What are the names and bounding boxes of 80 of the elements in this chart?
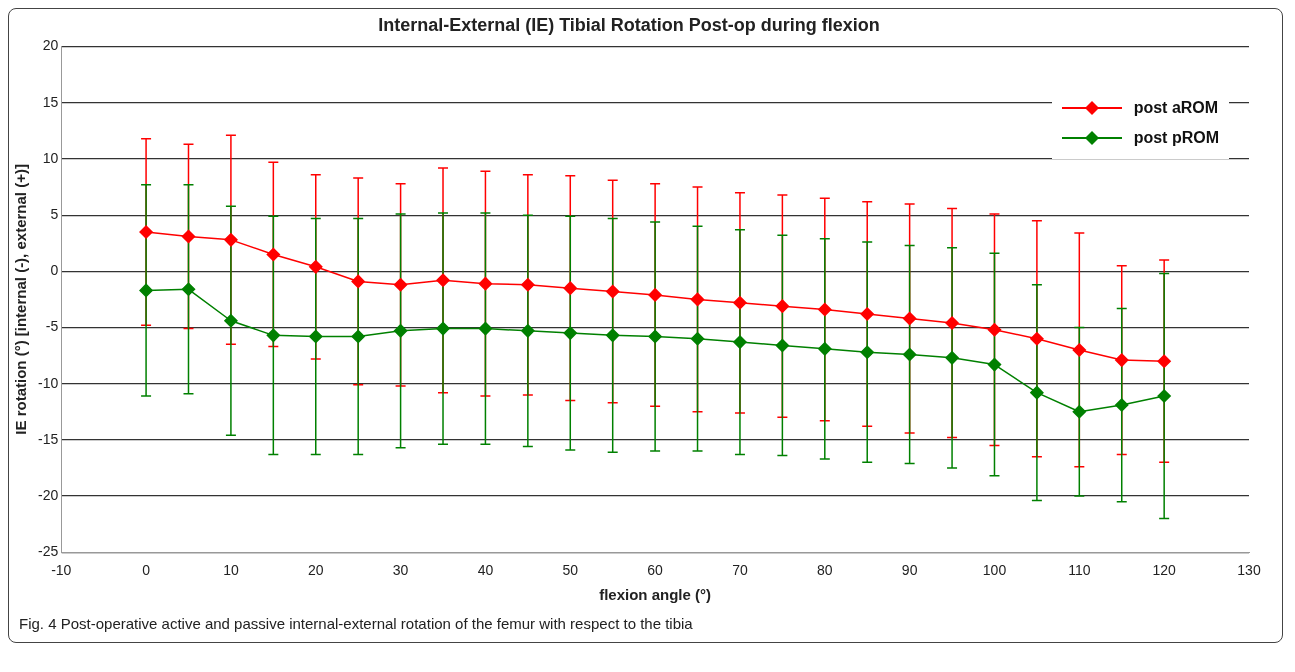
point xyxy=(436,273,450,288)
x-tick-label: 20 xyxy=(307,562,324,579)
point xyxy=(1072,343,1087,357)
x-tick-label: 60 xyxy=(647,562,664,579)
point xyxy=(139,283,153,298)
point xyxy=(860,345,874,359)
x-tick-label: 30 xyxy=(392,562,409,579)
point xyxy=(478,276,493,291)
legend-label: post aROM xyxy=(1133,98,1219,117)
point xyxy=(605,328,620,343)
point xyxy=(521,324,535,338)
point xyxy=(690,331,705,346)
point xyxy=(733,296,747,310)
x-tick-label: 130 xyxy=(1237,562,1261,579)
point xyxy=(987,322,1002,337)
point xyxy=(393,278,408,292)
point xyxy=(987,357,1002,372)
x-tick-label: 50 xyxy=(562,562,579,579)
point xyxy=(1030,331,1044,346)
point xyxy=(266,328,281,343)
point xyxy=(181,282,196,297)
point xyxy=(224,314,238,328)
point xyxy=(1114,398,1129,412)
point xyxy=(945,316,959,330)
point xyxy=(648,329,662,344)
point xyxy=(1114,353,1129,367)
x-tick-label: 0 xyxy=(142,562,151,579)
point xyxy=(818,302,832,317)
point xyxy=(309,260,323,274)
point xyxy=(393,324,408,338)
x-axis-title: flexion angle (°) xyxy=(599,586,712,604)
point xyxy=(945,351,959,365)
point xyxy=(648,288,662,302)
legend-label: post pROM xyxy=(1133,128,1219,147)
point xyxy=(563,281,578,295)
point xyxy=(1072,405,1087,419)
point xyxy=(563,326,578,340)
y-tick-label: 10 xyxy=(42,149,59,166)
y-tick-label: 5 xyxy=(50,205,59,222)
point xyxy=(351,329,365,344)
point xyxy=(902,311,917,326)
point xyxy=(181,229,196,244)
x-tick-label: 70 xyxy=(732,562,748,579)
point xyxy=(818,342,832,356)
point xyxy=(139,225,153,239)
point xyxy=(224,233,238,247)
y-tick-label: 20 xyxy=(42,37,59,54)
y-tick-label: -20 xyxy=(38,486,59,503)
y-tick-label: -10 xyxy=(38,374,59,391)
point xyxy=(605,284,620,299)
chart-title: Internal-External (IE) Tibial Rotation Post-op during flexion xyxy=(378,14,880,35)
point xyxy=(1157,354,1171,368)
y-tick-label: -15 xyxy=(38,430,59,447)
x-tick-label: 90 xyxy=(901,562,918,579)
y-axis-title: IE rotation (°) [internal (-), external (+)] xyxy=(12,164,30,435)
x-tick-label: 80 xyxy=(817,562,833,579)
y-tick-label: -25 xyxy=(38,543,59,560)
point xyxy=(690,292,705,307)
x-tick-label: 120 xyxy=(1152,562,1177,579)
point xyxy=(436,321,450,336)
point xyxy=(902,347,917,362)
point xyxy=(1030,385,1044,400)
x-tick-label: 110 xyxy=(1068,562,1091,579)
x-tick-label: 10 xyxy=(223,562,239,579)
point xyxy=(860,307,874,321)
point xyxy=(521,278,535,292)
y-tick-label: 15 xyxy=(42,93,59,110)
point xyxy=(351,274,365,289)
point xyxy=(478,321,493,336)
x-tick-label: 40 xyxy=(477,562,494,579)
caption: Fig. 4 Post-operative active and passive internal-external rotation of the femur with respect to the tibia xyxy=(18,614,694,634)
point xyxy=(775,299,790,313)
x-tick-label: 100 xyxy=(982,562,1007,579)
point xyxy=(266,247,281,262)
y-tick-label: -5 xyxy=(45,318,59,335)
point xyxy=(1157,389,1171,403)
point xyxy=(309,329,323,344)
y-tick-label: 0 xyxy=(50,262,59,279)
point xyxy=(733,335,747,349)
point xyxy=(775,338,790,353)
